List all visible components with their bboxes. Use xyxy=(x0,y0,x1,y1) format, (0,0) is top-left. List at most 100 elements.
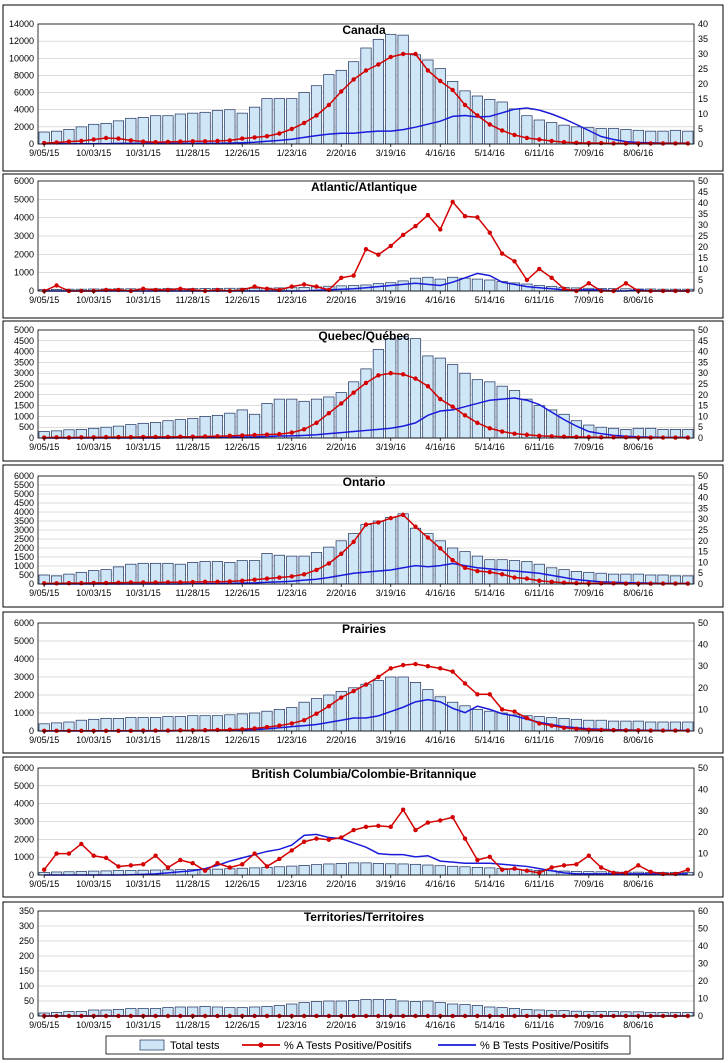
flu-a-point xyxy=(339,89,344,94)
flu-a-point xyxy=(54,851,59,856)
x-tick-label: 11/28/15 xyxy=(176,735,210,745)
x-tick-label: 9/05/15 xyxy=(29,295,59,305)
flu-a-point xyxy=(227,138,233,143)
flu-a-point xyxy=(438,666,443,671)
x-tick-label: 6/11/16 xyxy=(525,442,554,452)
flu-a-point xyxy=(413,524,418,529)
x-tick-label: 2/20/16 xyxy=(326,442,356,452)
x-tick-label: 3/19/16 xyxy=(376,879,406,889)
y-left-tick-label: 1000 xyxy=(14,268,34,278)
x-tick-label: 12/26/15 xyxy=(225,1020,260,1030)
y-right-tick-label: 25 xyxy=(698,525,708,535)
flu-a-point xyxy=(91,435,96,440)
flu-a-point xyxy=(475,113,480,118)
y-left-tick-label: 6000 xyxy=(14,88,34,98)
flu-a-point xyxy=(376,674,381,680)
flu-a-point xyxy=(252,726,257,731)
y-right-tick-label: 35 xyxy=(698,34,708,44)
flu-a-point xyxy=(549,865,554,870)
y-left-tick-label: 0 xyxy=(29,286,34,296)
flu-a-point xyxy=(165,728,171,733)
flu-a-point xyxy=(673,435,678,440)
x-tick-label: 2/20/16 xyxy=(326,148,356,158)
x-tick-label: 5/14/16 xyxy=(475,1020,505,1030)
flu-a-point xyxy=(685,581,691,586)
y-left-tick-label: 2000 xyxy=(14,834,34,844)
flu-a-point xyxy=(314,836,319,841)
y-left-tick-label: 50 xyxy=(24,996,34,1006)
y-right-tick-label: 30 xyxy=(698,49,708,59)
flu-a-point xyxy=(462,214,468,219)
flu-a-point xyxy=(400,372,406,377)
flu-a-point xyxy=(561,140,567,145)
y-right-tick-label: 50 xyxy=(698,176,708,186)
flu-a-point xyxy=(611,141,616,146)
y-right-tick-label: 40 xyxy=(698,198,708,208)
flu-a-point xyxy=(190,139,195,144)
x-tick-label: 8/06/16 xyxy=(623,735,653,745)
flu-a-point xyxy=(611,435,616,440)
y-right-tick-label: 25 xyxy=(698,64,708,74)
flu-a-point xyxy=(450,669,455,674)
flu-a-point xyxy=(277,723,282,728)
y-left-tick-label: 5000 xyxy=(14,194,34,204)
y-left-tick-label: 500 xyxy=(19,570,34,580)
flu-a-point xyxy=(252,851,257,856)
chart-title: Ontario xyxy=(343,475,386,489)
flu-a-point xyxy=(499,128,505,133)
x-tick-label: 4/16/16 xyxy=(425,295,455,305)
flu-a-point xyxy=(264,286,270,291)
flu-a-point xyxy=(215,138,220,144)
x-tick-label: 10/03/15 xyxy=(76,735,111,745)
flu-a-point xyxy=(240,433,245,438)
flu-a-point xyxy=(524,277,530,283)
y-left-tick-label: 1500 xyxy=(14,552,34,562)
flu-a-point xyxy=(314,567,319,573)
flu-a-point xyxy=(388,515,393,521)
chart-panel-2: 0100020003000400050006000051015202530354… xyxy=(2,173,724,319)
flu-a-point xyxy=(326,102,332,108)
flu-a-point xyxy=(574,726,579,732)
y-right-tick-label: 15 xyxy=(698,253,708,263)
flu-a-point xyxy=(400,232,406,238)
x-tick-label: 10/03/15 xyxy=(76,442,111,452)
flu-a-point xyxy=(326,561,332,566)
flu-a-point xyxy=(648,435,653,440)
flu-a-point xyxy=(252,432,257,438)
flu-a-point xyxy=(499,251,505,256)
chart-title: Atlantic/Atlantique xyxy=(311,180,417,194)
y-left-tick-label: 1000 xyxy=(14,708,34,718)
flu-a-point xyxy=(438,78,443,84)
y-right-tick-label: 50 xyxy=(698,325,708,335)
plot-frame xyxy=(37,23,695,145)
x-tick-label: 12/26/15 xyxy=(225,442,260,452)
y-left-tick-label: 5000 xyxy=(14,636,34,646)
x-tick-label: 2/20/16 xyxy=(326,879,356,889)
legend-b-label: % B Tests Positive/Positifs xyxy=(480,1040,609,1052)
flu-a-point xyxy=(648,141,653,146)
flu-a-point xyxy=(425,68,431,73)
flu-a-point xyxy=(673,141,678,146)
y-left-tick-label: 6000 xyxy=(14,176,34,186)
flu-a-point xyxy=(388,371,393,376)
x-tick-label: 1/23/16 xyxy=(277,735,307,745)
flu-a-point xyxy=(413,827,418,833)
flu-a-point xyxy=(512,575,517,580)
flu-a-point xyxy=(363,682,369,687)
flu-a-point xyxy=(425,212,431,218)
flu-a-point xyxy=(524,576,530,581)
flu-a-point xyxy=(54,283,59,288)
flu-a-point xyxy=(301,839,307,845)
flu-a-point xyxy=(190,579,195,585)
flu-a-point xyxy=(537,578,542,583)
x-tick-label: 5/14/16 xyxy=(475,295,505,305)
x-tick-label: 4/16/16 xyxy=(425,148,455,158)
x-tick-label: 8/06/16 xyxy=(623,148,653,158)
flu-a-point xyxy=(512,132,517,138)
flu-a-point xyxy=(648,581,653,586)
y-left-tick-label: 2500 xyxy=(14,379,34,389)
legend-a-label: % A Tests Positive/Positifs xyxy=(284,1040,412,1052)
flu-a-point xyxy=(574,862,579,867)
y-right-tick-label: 10 xyxy=(698,411,708,421)
x-tick-label: 9/05/15 xyxy=(29,588,59,598)
